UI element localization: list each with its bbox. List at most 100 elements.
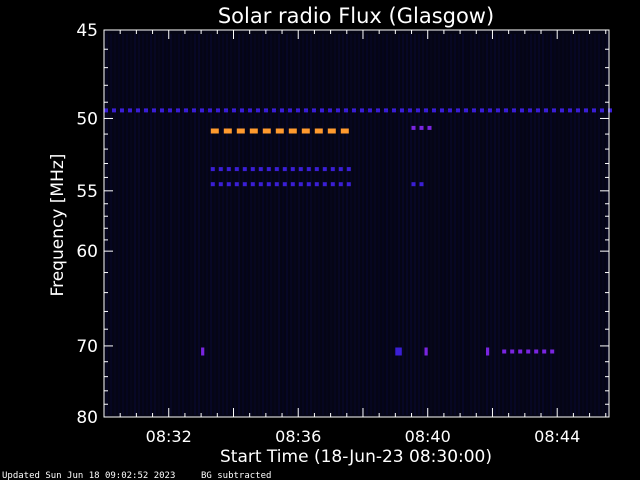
background-streak bbox=[138, 34, 140, 415]
y-axis: 45 50 55 60 70 80 bbox=[76, 21, 609, 428]
emission-mark bbox=[411, 125, 416, 130]
emission-mark bbox=[256, 108, 260, 113]
background-streak bbox=[322, 34, 324, 415]
background-streak bbox=[426, 34, 428, 415]
emission-mark bbox=[526, 349, 531, 354]
x-tick-label: 08:32 bbox=[146, 427, 192, 446]
emission-mark bbox=[262, 128, 271, 134]
background-streak bbox=[454, 34, 456, 415]
emission-mark bbox=[534, 349, 539, 354]
background-streak bbox=[154, 34, 156, 415]
emission-mark bbox=[600, 108, 604, 113]
background-streak bbox=[346, 34, 348, 415]
background-streak bbox=[342, 34, 344, 415]
emission-mark bbox=[210, 167, 215, 172]
footer-updated: Updated Sun Jun 18 09:02:52 2023 bbox=[2, 471, 175, 480]
background-streak bbox=[382, 34, 384, 415]
background-streak bbox=[554, 34, 556, 415]
emission-mark bbox=[419, 125, 424, 130]
emission-mark bbox=[288, 108, 292, 113]
emission-mark bbox=[136, 108, 140, 113]
background-streak bbox=[514, 34, 516, 415]
background-streak bbox=[210, 34, 212, 415]
emission-mark bbox=[544, 108, 548, 113]
background-streak bbox=[266, 34, 268, 415]
emission-mark bbox=[408, 108, 412, 113]
emission-mark bbox=[392, 108, 396, 113]
emission-mark bbox=[608, 108, 612, 113]
emission-mark bbox=[416, 108, 420, 113]
emission-mark bbox=[592, 108, 596, 113]
background-streak bbox=[502, 34, 504, 415]
background-streak bbox=[414, 34, 416, 415]
background-streak bbox=[442, 34, 444, 415]
emission-mark bbox=[314, 128, 323, 134]
background-streak bbox=[594, 34, 596, 415]
background-streak bbox=[194, 34, 196, 415]
emission-mark bbox=[249, 128, 258, 134]
background-streak bbox=[386, 34, 388, 415]
background-streak bbox=[190, 34, 192, 415]
background-streak bbox=[562, 34, 564, 415]
background-streak bbox=[506, 34, 508, 415]
background-streak bbox=[394, 34, 396, 415]
background-streak bbox=[534, 34, 536, 415]
background-streak bbox=[450, 34, 452, 415]
plot-area bbox=[104, 30, 609, 417]
emission-mark bbox=[226, 182, 231, 187]
emission-mark bbox=[201, 347, 205, 356]
background-streak bbox=[378, 34, 380, 415]
y-tick-label: 50 bbox=[76, 110, 98, 130]
emission-mark bbox=[304, 108, 308, 113]
background-streak bbox=[470, 34, 472, 415]
background-streak bbox=[574, 34, 576, 415]
background-streak bbox=[262, 34, 264, 415]
chart-title: Solar radio Flux (Glasgow) bbox=[218, 4, 494, 28]
background-streak bbox=[206, 34, 208, 415]
emission-mark bbox=[298, 167, 303, 172]
emission-mark bbox=[226, 167, 231, 172]
background-streak bbox=[146, 34, 148, 415]
emission-mark bbox=[200, 108, 204, 113]
emission-mark bbox=[152, 108, 156, 113]
background-streak bbox=[366, 34, 368, 415]
background-streak bbox=[566, 34, 568, 415]
background-streak bbox=[214, 34, 216, 415]
background-streak bbox=[250, 34, 252, 415]
background-streak bbox=[558, 34, 560, 415]
background-streak bbox=[546, 34, 548, 415]
emission-mark bbox=[576, 108, 580, 113]
emission-mark bbox=[218, 167, 223, 172]
x-axis-title: Start Time (18-Jun-23 08:30:00) bbox=[220, 447, 492, 467]
background-streak bbox=[510, 34, 512, 415]
background-streak bbox=[498, 34, 500, 415]
y-tick-label: 80 bbox=[76, 408, 98, 428]
footer-note: BG subtracted bbox=[201, 471, 271, 480]
emission-mark bbox=[536, 108, 540, 113]
emission-mark bbox=[280, 108, 284, 113]
emission-mark bbox=[301, 128, 310, 134]
background-streak bbox=[602, 34, 604, 415]
background-streak bbox=[178, 34, 180, 415]
emission-features bbox=[104, 108, 612, 356]
background-streak bbox=[126, 34, 128, 415]
background-streak bbox=[198, 34, 200, 415]
emission-mark bbox=[584, 108, 588, 113]
emission-mark bbox=[472, 108, 476, 113]
background-streak bbox=[418, 34, 420, 415]
background-streak bbox=[550, 34, 552, 415]
emission-mark bbox=[360, 108, 364, 113]
emission-mark bbox=[234, 167, 239, 172]
background-streak bbox=[314, 34, 316, 415]
background-streak bbox=[462, 34, 464, 415]
emission-mark bbox=[236, 128, 245, 134]
emission-mark bbox=[210, 182, 215, 187]
background-streak bbox=[170, 34, 172, 415]
background-streak bbox=[142, 34, 144, 415]
background-streak bbox=[526, 34, 528, 415]
background-streak bbox=[570, 34, 572, 415]
background-streak bbox=[486, 34, 488, 415]
emission-mark bbox=[384, 108, 388, 113]
background-streak bbox=[150, 34, 152, 415]
background-streak bbox=[490, 34, 492, 415]
